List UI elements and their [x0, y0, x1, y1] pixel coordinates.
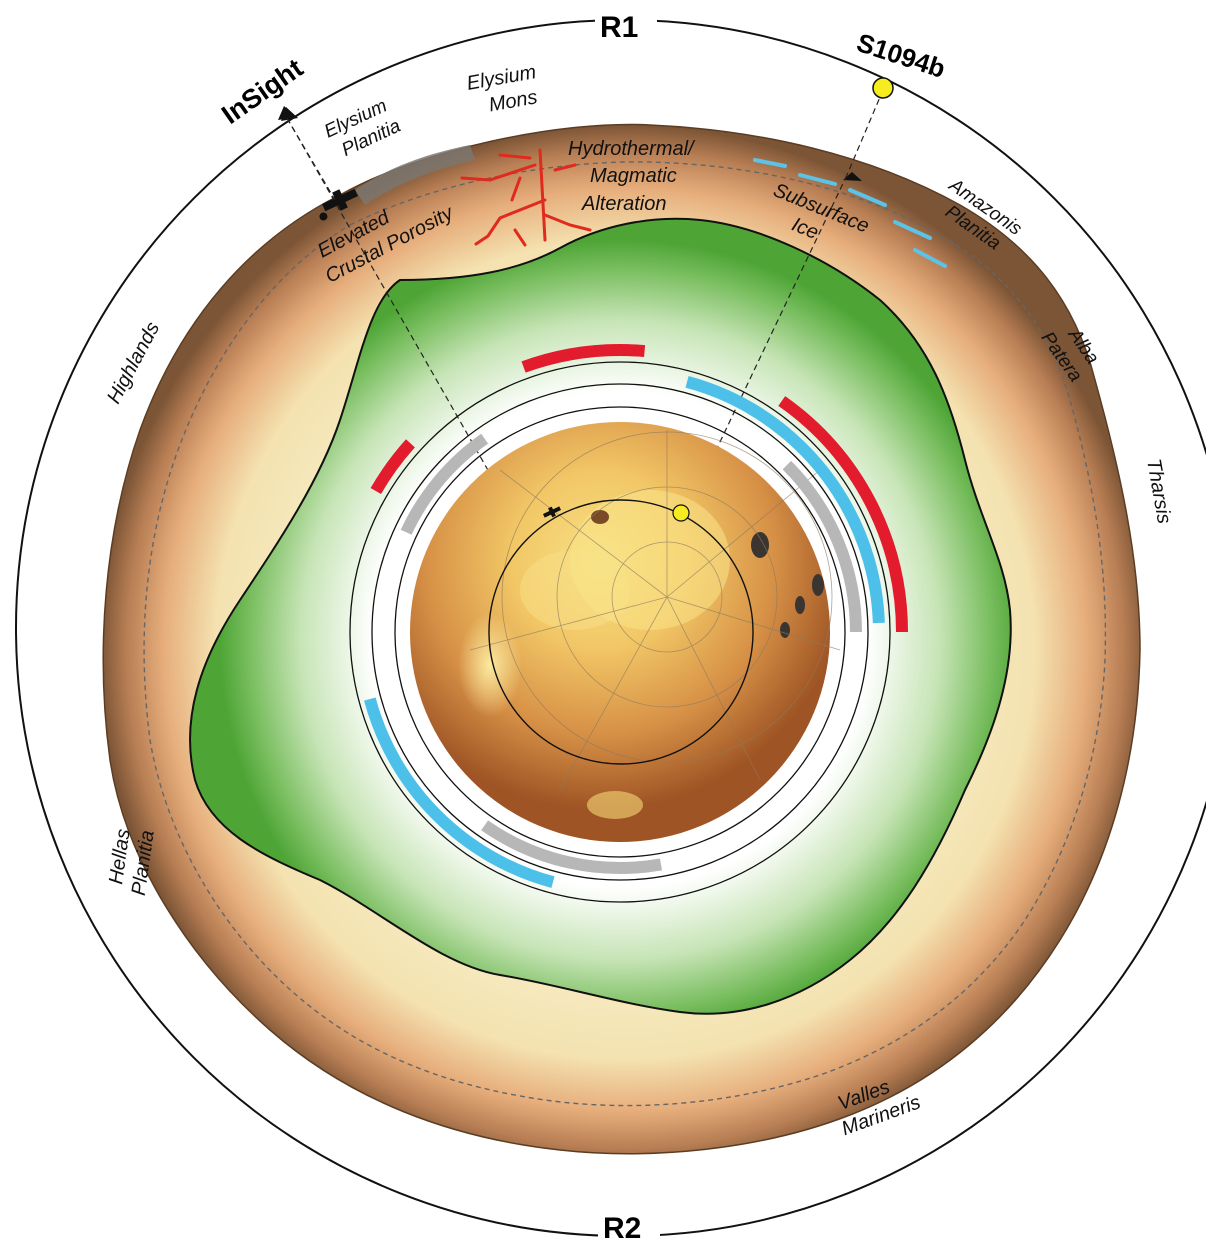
- insight-ray-upper: [286, 117, 336, 201]
- great-circle: [488, 499, 754, 765]
- impact-crater: [843, 172, 862, 181]
- coverage-arcs: [364, 344, 908, 888]
- r1-label: R1: [600, 11, 638, 44]
- hydrothermal-label: Hydrothermal/ Magmatic Alteration: [568, 138, 696, 215]
- r2-label: R2: [603, 1212, 641, 1239]
- svg-text:Mons: Mons: [487, 86, 539, 116]
- globe-grid: [469, 430, 841, 791]
- globe-rings: [349, 361, 891, 903]
- coverage-arc-6: [782, 460, 862, 633]
- coverage-arc-0: [521, 344, 646, 373]
- insight-globe-marker: [542, 506, 562, 518]
- s1094b-globe-marker: [672, 504, 690, 522]
- elysium-planitia-label: Elysium Planitia: [321, 95, 404, 161]
- elysium-mons-label: Elysium Mons: [465, 61, 539, 116]
- coverage-arc-4: [685, 376, 791, 439]
- elysium-planitia-patch: [355, 145, 475, 205]
- hellas-planitia-label: Hellas Planitia: [105, 828, 159, 897]
- coverage-arc-8: [400, 433, 489, 535]
- svg-text:Magmatic: Magmatic: [590, 165, 677, 187]
- mars-globe-features: [458, 490, 824, 819]
- svg-text:Alteration: Alteration: [581, 193, 667, 215]
- alteration-veins: [460, 148, 592, 247]
- mars-globe: [410, 422, 830, 842]
- svg-text:Hydrothermal/: Hydrothermal/: [568, 138, 696, 160]
- subsurface-ice: [753, 158, 947, 268]
- r2-label-bg: [598, 1212, 660, 1239]
- coverage-arc-5: [364, 697, 555, 888]
- coverage-arc-7: [481, 820, 663, 874]
- coverage-arc-1: [370, 439, 415, 495]
- s1094b-marker: [872, 77, 894, 99]
- r1-label-bg: [595, 5, 657, 45]
- insight-lander: [319, 188, 359, 221]
- coverage-arc-2: [778, 396, 908, 633]
- tharsis-label: Tharsis: [1142, 457, 1175, 525]
- insight-arrows: [278, 106, 298, 121]
- s1094b-label: S1094b: [853, 27, 949, 84]
